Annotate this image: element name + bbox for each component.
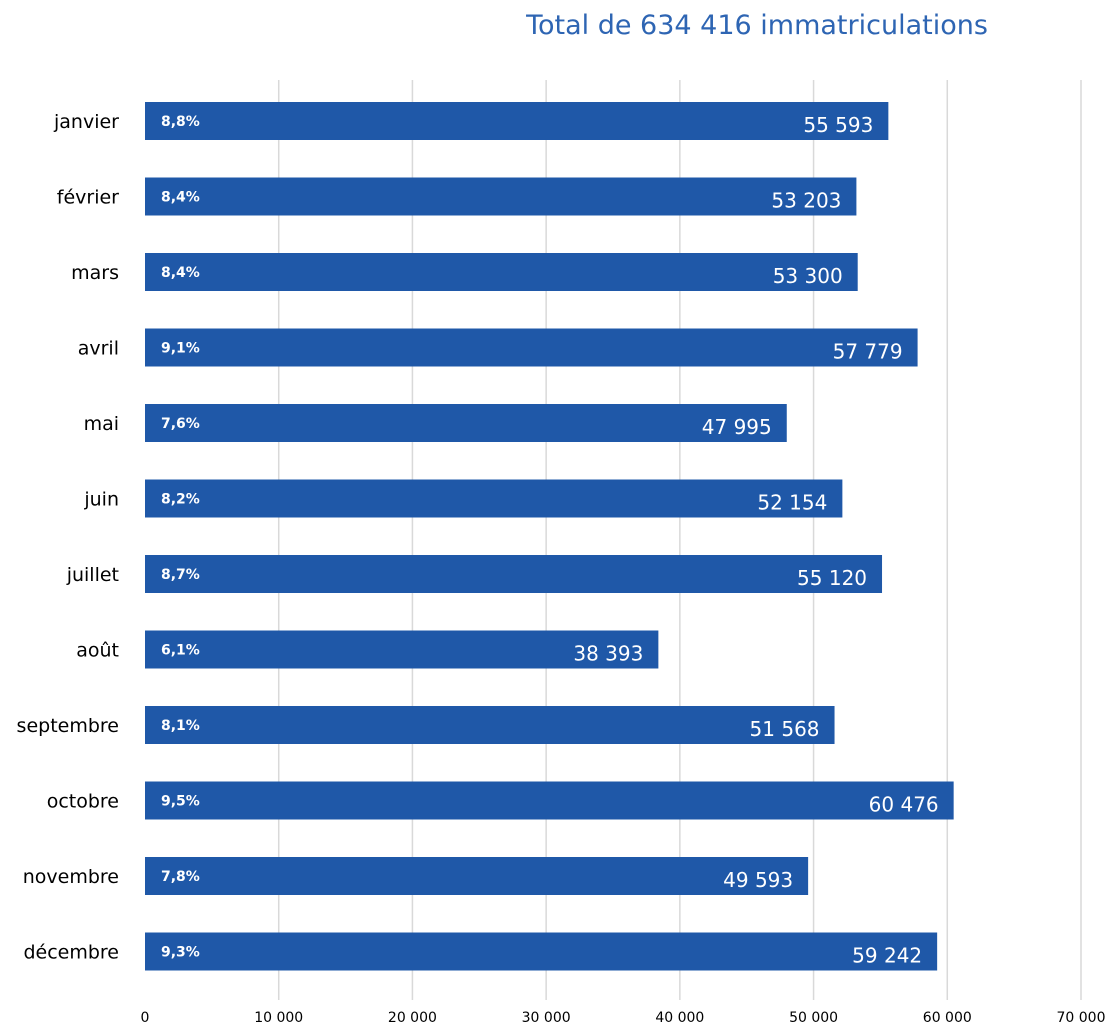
x-tick-label: 40 000 [655, 1010, 704, 1026]
bar-value-label: 52 154 [757, 491, 827, 515]
gridlines [277, 80, 1082, 1000]
category-label: mars [71, 262, 119, 284]
bar-value-label: 59 242 [852, 944, 922, 968]
bar-share-label: 8,4% [161, 265, 200, 281]
category-labels: janvier février mars avril mai juin juillet aoû… [17, 111, 120, 964]
bar [145, 328, 918, 367]
bar-share-label: 9,1% [161, 341, 200, 357]
bar-value-label: 47 995 [702, 415, 772, 439]
bar-share-label: 7,8% [161, 869, 200, 885]
category-label: août [76, 640, 119, 662]
category-label: avril [78, 338, 119, 360]
bar-share-label: 6,1% [161, 643, 200, 659]
bar [145, 253, 858, 291]
chart-title: Total de 634 416 immatriculations [525, 10, 988, 41]
x-axis-tick-labels: 0 10 000 20 000 30 000 40 000 50 000 60 000 70 … [141, 1010, 1106, 1026]
bar-share-label: 7,6% [161, 416, 200, 432]
bar-share-label: 9,5% [161, 794, 200, 810]
bar-value-label: 38 393 [573, 642, 643, 666]
category-label: février [57, 187, 119, 209]
x-tick-label: 70 000 [1057, 1010, 1106, 1026]
category-label: décembre [23, 942, 119, 964]
bar-value-label: 60 476 [869, 793, 939, 817]
category-label: juillet [66, 564, 119, 586]
x-tick-label: 10 000 [254, 1010, 303, 1026]
bar-share-label: 8,4% [161, 190, 200, 206]
bar [145, 177, 857, 216]
bar-value-label: 53 203 [771, 189, 841, 213]
category-label: septembre [17, 715, 119, 737]
category-label: janvier [53, 111, 119, 133]
bar [145, 932, 938, 971]
bar-share-label: 8,8% [161, 114, 200, 130]
bar [145, 630, 659, 669]
bar [145, 479, 843, 518]
x-tick-label: 0 [141, 1010, 150, 1026]
category-label: novembre [23, 866, 119, 888]
bar [145, 102, 889, 140]
bar-value-label: 53 300 [773, 264, 843, 288]
bar-value-label: 49 593 [723, 868, 793, 892]
bar [145, 404, 787, 442]
bar [145, 555, 883, 593]
bar-value-label: 55 120 [797, 566, 867, 590]
x-tick-label: 50 000 [789, 1010, 838, 1026]
bar-share-label: 8,1% [161, 718, 200, 734]
bars: 8,8% 55 593 8,4% 53 203 8,4% 53 300 9,1% 57 779… [145, 102, 954, 971]
bar-share-label: 8,7% [161, 567, 200, 583]
category-label: octobre [47, 791, 119, 813]
category-label: mai [84, 413, 119, 435]
category-label: juin [83, 489, 119, 511]
x-tick-label: 30 000 [522, 1010, 571, 1026]
bar [145, 857, 809, 895]
x-tick-label: 60 000 [923, 1010, 972, 1026]
bar [145, 706, 835, 744]
x-tick-label: 20 000 [388, 1010, 437, 1026]
bar-value-label: 57 779 [833, 340, 903, 364]
bar [145, 781, 954, 820]
bar-value-label: 55 593 [803, 113, 873, 137]
bar-value-label: 51 568 [750, 717, 820, 741]
bar-share-label: 8,2% [161, 492, 200, 508]
bar-share-label: 9,3% [161, 945, 200, 961]
